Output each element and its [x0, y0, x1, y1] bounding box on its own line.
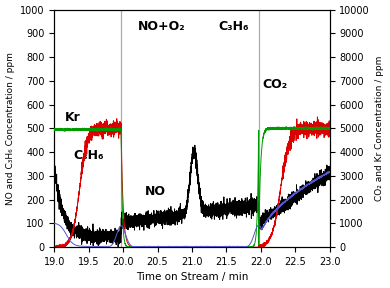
- Text: NO+O₂: NO+O₂: [138, 20, 186, 33]
- Text: Kr: Kr: [65, 111, 80, 124]
- X-axis label: Time on Stream / min: Time on Stream / min: [136, 272, 248, 283]
- Y-axis label: CO₂ and Kr Concentration / ppm: CO₂ and Kr Concentration / ppm: [376, 56, 385, 201]
- Text: NO: NO: [145, 185, 166, 198]
- Text: C₃H₆: C₃H₆: [74, 149, 104, 162]
- Y-axis label: NO and C₃H₆ Concentration / ppm: NO and C₃H₆ Concentration / ppm: [5, 52, 14, 205]
- Text: CO₂: CO₂: [263, 78, 288, 91]
- Text: C₃H₆: C₃H₆: [218, 20, 248, 33]
